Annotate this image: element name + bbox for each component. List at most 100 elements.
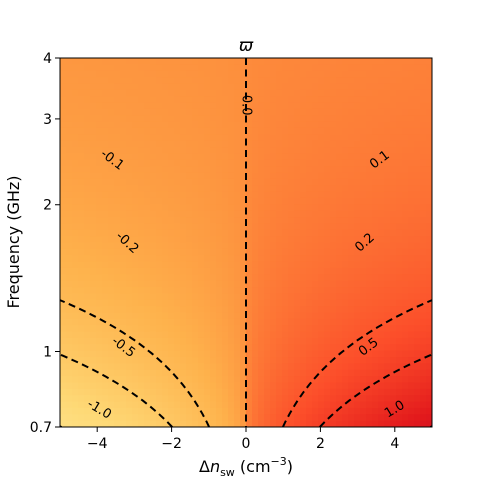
heatmap-cell (234, 147, 241, 155)
heatmap-cell (270, 191, 277, 199)
heatmap-cell (270, 242, 277, 250)
heatmap-cell (198, 369, 205, 377)
heatmap-cell (150, 357, 157, 364)
heatmap-cell (72, 121, 79, 129)
heatmap-cell (300, 58, 307, 65)
heatmap-cell (180, 140, 187, 148)
heatmap-cell (420, 127, 427, 135)
heatmap-cell (72, 77, 79, 85)
heatmap-cell (228, 70, 235, 78)
heatmap-cell (402, 299, 409, 307)
heatmap-cell (162, 108, 169, 116)
heatmap-cell (180, 350, 187, 358)
heatmap-cell (348, 89, 355, 97)
heatmap-cell (312, 108, 319, 116)
heatmap-cell (168, 248, 175, 256)
heatmap-cell (66, 337, 73, 345)
heatmap-cell (252, 217, 259, 225)
heatmap-cell (426, 89, 432, 97)
heatmap-cell (270, 267, 277, 275)
heatmap-cell (66, 344, 73, 352)
heatmap-cell (318, 414, 325, 422)
heatmap-cell (342, 388, 349, 396)
heatmap-cell (234, 363, 241, 371)
heatmap-cell (198, 350, 205, 358)
heatmap-cell (294, 121, 301, 129)
heatmap-cell (390, 325, 397, 333)
heatmap-cell (348, 64, 355, 72)
heatmap-cell (402, 407, 409, 415)
heatmap-cell (180, 127, 187, 135)
heatmap-cell (240, 299, 247, 307)
heatmap-cell (234, 369, 241, 377)
heatmap-cell (168, 127, 175, 135)
heatmap-cell (300, 166, 307, 174)
heatmap-cell (72, 172, 79, 180)
heatmap-cell (354, 248, 361, 256)
heatmap-cell (258, 242, 265, 250)
heatmap-cell (126, 382, 133, 390)
heatmap-cell (192, 401, 199, 409)
heatmap-cell (282, 318, 289, 326)
heatmap-cell (156, 185, 163, 193)
heatmap-cell (228, 325, 235, 333)
heatmap-cell (132, 401, 139, 409)
heatmap-cell (348, 376, 355, 384)
heatmap-cell (426, 58, 432, 65)
heatmap-cell (342, 102, 349, 110)
heatmap-cell (360, 318, 367, 326)
heatmap-cell (258, 58, 265, 65)
heatmap-cell (234, 344, 241, 352)
heatmap-cell (150, 153, 157, 161)
heatmap-cell (162, 261, 169, 269)
heatmap-cell (270, 287, 277, 294)
heatmap-cell (288, 191, 295, 199)
heatmap-cell (84, 236, 91, 244)
heatmap-cell (246, 134, 253, 142)
heatmap-cell (222, 414, 229, 422)
heatmap-cell (312, 127, 319, 135)
heatmap-cell (390, 267, 397, 275)
heatmap-cell (78, 83, 85, 91)
heatmap-cell (138, 248, 145, 256)
heatmap-cell (384, 395, 391, 403)
heatmap-cell (72, 223, 79, 231)
heatmap-cell (336, 96, 343, 104)
heatmap-cell (312, 306, 319, 314)
heatmap-cell (102, 185, 109, 193)
heatmap-cell (96, 70, 103, 78)
heatmap-cell (366, 280, 373, 288)
heatmap-cell (396, 280, 403, 288)
heatmap-cell (138, 159, 145, 167)
heatmap-cell (258, 420, 265, 427)
heatmap-cell (402, 134, 409, 142)
heatmap-cell (234, 166, 241, 174)
heatmap-cell (342, 274, 349, 282)
heatmap-cell (390, 401, 397, 409)
heatmap-cell (420, 58, 427, 65)
heatmap-cell (72, 261, 79, 269)
heatmap-cell (240, 108, 247, 116)
heatmap-cell (282, 185, 289, 193)
heatmap-cell (186, 312, 193, 320)
heatmap-cell (396, 83, 403, 91)
heatmap-cell (372, 369, 379, 377)
heatmap-cell (246, 229, 253, 237)
heatmap-cell (294, 242, 301, 250)
heatmap-cell (126, 108, 133, 116)
heatmap-cell (168, 242, 175, 250)
heatmap-cell (306, 420, 313, 427)
heatmap-cell (282, 64, 289, 72)
heatmap-cell (210, 178, 217, 186)
heatmap-cell (300, 376, 307, 384)
heatmap-cell (294, 229, 301, 237)
heatmap-cell (228, 197, 235, 205)
heatmap-cell (186, 255, 193, 263)
heatmap-cell (186, 395, 193, 403)
heatmap-cell (138, 166, 145, 174)
heatmap-cell (186, 299, 193, 307)
heatmap-cell (204, 229, 211, 237)
heatmap-cell (378, 197, 385, 205)
heatmap-cell (96, 223, 103, 231)
heatmap-cell (378, 96, 385, 104)
